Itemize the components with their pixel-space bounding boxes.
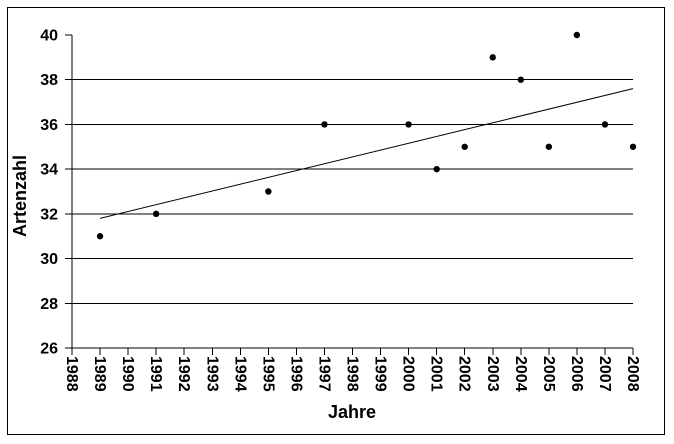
x-tick-label: 1996 [287, 356, 304, 392]
data-point [405, 121, 412, 128]
x-tick-label: 1988 [63, 356, 80, 392]
x-tick-label: 1994 [231, 356, 248, 392]
x-axis-title: Jahre [327, 402, 377, 422]
x-tick-label: 1995 [259, 356, 276, 392]
x-tick-label: 2004 [512, 356, 529, 392]
y-tick-label: 36 [40, 117, 58, 134]
data-point [489, 54, 496, 61]
data-point [321, 121, 328, 128]
x-tick-label: 1992 [175, 356, 192, 392]
trend-line [99, 88, 634, 219]
x-tick-label: 1999 [372, 356, 389, 392]
data-point [152, 210, 160, 218]
data-point [461, 143, 468, 150]
x-tick-label: 1991 [147, 356, 164, 392]
data-point [545, 143, 553, 150]
x-tick-label: 2002 [456, 356, 473, 392]
x-tick-label: 2008 [624, 356, 641, 392]
chart-border-frame [7, 7, 665, 435]
x-tick-label: 2006 [568, 356, 585, 392]
x-tick-label: 2007 [596, 356, 613, 392]
data-point [601, 121, 609, 128]
x-tick-label: 2005 [540, 356, 557, 392]
data-point [517, 76, 524, 83]
x-tick-label: 1993 [203, 356, 220, 392]
y-tick-label: 28 [40, 296, 58, 313]
y-tick-label: 32 [40, 206, 58, 223]
data-point [573, 31, 581, 39]
x-tick-label: 1989 [91, 356, 108, 392]
x-tick-label: 2001 [428, 356, 445, 392]
y-tick-label: 34 [40, 162, 58, 179]
y-tick-label: 26 [40, 341, 58, 358]
y-tick-label: 40 [40, 28, 58, 45]
data-point [433, 165, 440, 173]
x-tick-label: 1990 [119, 356, 136, 392]
data-point [629, 143, 637, 150]
x-tick-label: 2003 [484, 356, 501, 392]
data-point [265, 188, 272, 195]
x-tick-label: 2000 [400, 356, 417, 392]
x-tick-label: 1997 [315, 356, 332, 392]
x-tick-label: 1998 [344, 356, 361, 392]
y-tick-label: 38 [40, 72, 58, 89]
y-tick-label: 30 [40, 251, 58, 268]
data-point [96, 233, 104, 240]
y-axis-title: Artenzahl [10, 155, 30, 238]
